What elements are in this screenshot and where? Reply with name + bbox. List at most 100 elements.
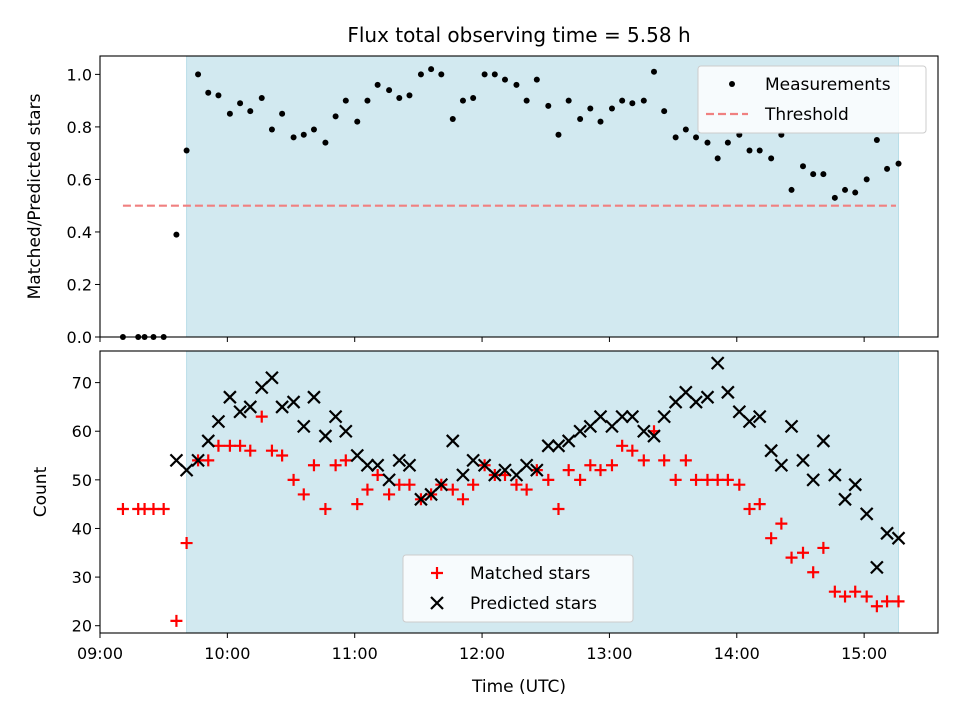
data-point — [205, 89, 212, 96]
data-point — [361, 483, 374, 496]
data-point — [756, 147, 763, 154]
data-point — [587, 105, 594, 112]
data-point — [597, 118, 604, 125]
data-point — [561, 434, 576, 448]
axes-frame — [99, 55, 939, 338]
data-point — [704, 139, 711, 146]
data-point — [275, 400, 289, 414]
data-point — [849, 585, 862, 598]
data-point — [742, 414, 757, 429]
data-point — [449, 116, 456, 123]
data-point — [342, 97, 349, 104]
data-point — [625, 409, 640, 424]
data-point — [428, 66, 435, 73]
legend-label: Predicted stars — [470, 594, 597, 614]
y-tick-label: 40 — [72, 519, 92, 538]
data-point — [481, 71, 488, 78]
data-point — [371, 468, 384, 481]
data-point — [594, 464, 607, 477]
panel-ratio: 0.0 0.2 0.4 0.6 0.8 1.0 Matched/Predicted star… — [25, 55, 939, 347]
x-tick-label: 13:00 — [586, 644, 632, 663]
data-point — [859, 507, 874, 521]
data-point — [721, 385, 735, 400]
data-point — [501, 76, 508, 83]
data-point — [810, 171, 817, 178]
data-point — [842, 186, 849, 193]
data-point — [459, 97, 466, 104]
data-point — [679, 454, 692, 467]
data-point — [191, 453, 205, 468]
y-tick-label: 0.8 — [67, 118, 92, 137]
data-point — [721, 473, 734, 486]
data-point — [828, 585, 841, 598]
data-point — [552, 503, 565, 516]
data-point — [788, 186, 795, 193]
y-tick-label: 20 — [72, 617, 92, 636]
data-point — [279, 110, 286, 117]
data-point — [637, 454, 650, 467]
legend-marker — [430, 596, 444, 610]
y-tick-label: 70 — [72, 374, 92, 393]
data-point — [290, 134, 297, 141]
data-point — [215, 92, 222, 99]
axes-frame — [99, 350, 939, 634]
data-point — [414, 492, 428, 507]
data-point — [470, 95, 477, 102]
data-point — [488, 468, 502, 482]
series-measurements — [119, 66, 902, 340]
legend-label: Measurements — [765, 75, 891, 95]
data-point — [382, 473, 396, 487]
data-point — [753, 498, 766, 511]
data-point — [180, 537, 193, 550]
data-point — [848, 477, 862, 492]
data-point — [605, 459, 618, 472]
data-point — [892, 595, 905, 608]
data-point — [577, 116, 584, 123]
data-point — [456, 468, 470, 482]
data-point — [743, 503, 756, 516]
data-point — [513, 81, 520, 88]
x-tick-label: 09:00 — [77, 644, 123, 663]
y-tick-label: 0.2 — [67, 275, 92, 294]
data-point — [396, 95, 403, 102]
data-point — [545, 102, 552, 109]
data-point — [211, 414, 226, 429]
data-point — [768, 155, 775, 162]
data-point — [800, 163, 807, 170]
data-point — [562, 464, 575, 477]
data-point — [147, 503, 160, 516]
data-point — [170, 614, 183, 627]
data-point — [374, 81, 381, 88]
data-point — [669, 473, 682, 486]
data-point — [258, 95, 265, 102]
x-tick-label: 11:00 — [332, 644, 378, 663]
y-tick-label: 0.0 — [67, 328, 92, 347]
y-axis-label: Count — [31, 466, 51, 517]
data-point — [574, 473, 587, 486]
data-point — [619, 97, 626, 104]
data-point — [542, 473, 555, 486]
data-point — [701, 473, 714, 486]
data-point — [796, 453, 810, 468]
legend: Measurements Threshold — [697, 65, 927, 134]
data-point — [551, 439, 566, 453]
legend-marker — [729, 81, 735, 87]
data-point — [626, 444, 639, 457]
data-point — [392, 453, 407, 468]
data-point — [870, 560, 884, 575]
data-point — [328, 409, 343, 424]
data-point — [774, 458, 789, 473]
data-point — [650, 68, 657, 75]
data-point — [616, 439, 629, 452]
data-point — [555, 131, 562, 138]
data-point — [307, 459, 320, 472]
data-point — [519, 458, 534, 473]
data-point — [693, 134, 700, 141]
data-point — [733, 478, 746, 491]
x-axis-label: Time (UTC) — [471, 677, 566, 697]
data-point — [287, 473, 300, 486]
data-point — [237, 100, 244, 107]
x-tick-label: 12:00 — [459, 644, 505, 663]
data-point — [873, 137, 880, 144]
legend-marker — [431, 567, 443, 579]
